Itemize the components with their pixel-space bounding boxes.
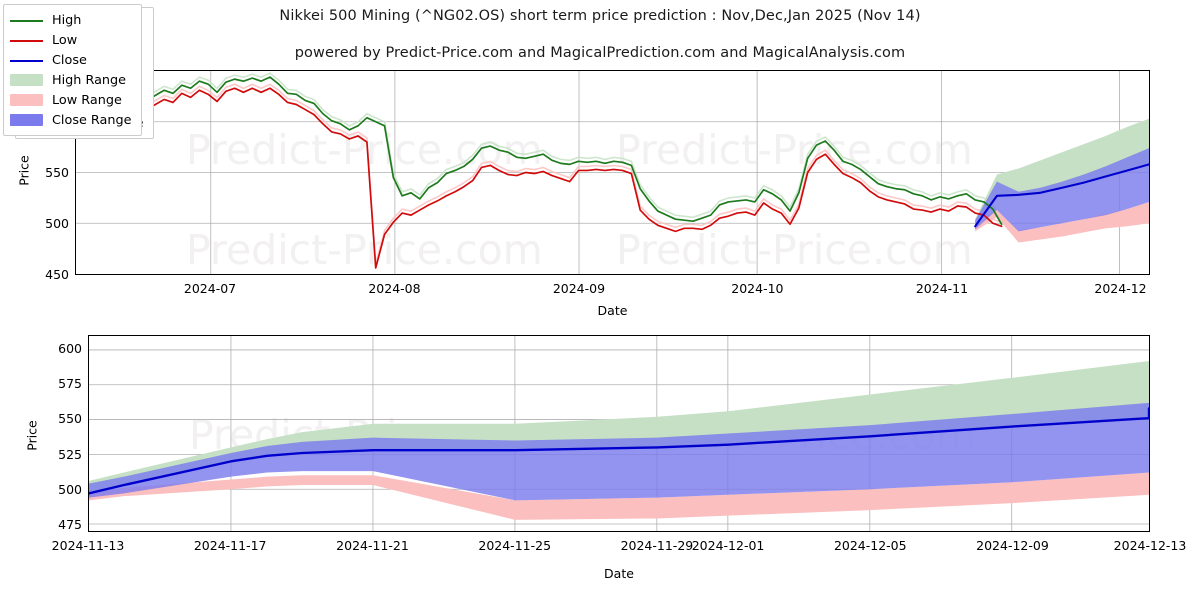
- legend-item-label: High: [52, 12, 82, 28]
- legend-swatch-icon: [10, 74, 43, 86]
- legend-item-close: Close: [10, 50, 132, 70]
- legend-item-label: Low Range: [52, 92, 122, 108]
- legend-swatch-icon: [10, 34, 43, 47]
- overview-plot-area: Predict-Price.com Predict-Price.com Pred…: [75, 70, 1150, 275]
- chart-title: Nikkei 500 Mining (^NG02.OS) short term …: [279, 8, 921, 24]
- detail-y-tick: 600: [58, 341, 82, 357]
- detail-y-tick: 575: [58, 376, 82, 392]
- detail-x-tick: 2024-12-01: [691, 538, 765, 553]
- legend-item-label: High Range: [52, 72, 127, 88]
- detail-plot-area: Predict-Price.com Predict-Price.com: [88, 335, 1150, 532]
- detail-x-tick: 2024-11-17: [193, 538, 267, 553]
- overview-y-tick: 500: [45, 215, 69, 231]
- legend-item-low: Low: [10, 30, 132, 50]
- detail-y-tick: 500: [58, 481, 82, 497]
- overview-x-tick: 2024-07: [183, 281, 237, 296]
- detail-chart-svg: [89, 336, 1149, 531]
- legend-item-close-range: Close Range: [10, 110, 132, 130]
- legend-swatch-icon: [10, 54, 43, 67]
- detail-x-tick: 2024-11-25: [478, 538, 552, 553]
- legend-swatch-icon: [10, 14, 43, 27]
- detail-y-axis-label: Price: [24, 420, 40, 451]
- legend-item-high-range: High Range: [10, 70, 132, 90]
- legend-item-high: High: [10, 10, 132, 30]
- detail-x-tick: 2024-12-09: [976, 538, 1049, 553]
- legend-item-label: Close: [52, 52, 87, 68]
- overview-x-tick: 2024-11: [915, 281, 969, 296]
- legend-item-label: Low: [52, 32, 78, 48]
- detail-x-tick: 2024-11-21: [336, 538, 409, 553]
- detail-x-tick: 2024-12-13: [1113, 538, 1187, 553]
- overview-x-tick: 2024-08: [368, 281, 421, 296]
- legend-item-low-range: Low Range: [10, 90, 132, 110]
- detail-x-tick: 2024-12-05: [833, 538, 907, 553]
- detail-x-tick: 2024-11-29: [620, 538, 694, 553]
- overview-y-tick: 450: [45, 267, 69, 282]
- detail-x-axis-label: Date: [604, 566, 634, 581]
- chart-subtitle: powered by Predict-Price.com and Magical…: [294, 45, 906, 61]
- detail-y-tick: 550: [58, 411, 82, 427]
- detail-y-tick: 525: [58, 446, 82, 462]
- legend-swatch-icon: [10, 114, 43, 126]
- legend-item-label: Close Range: [52, 112, 132, 128]
- overview-y-tick: 550: [45, 164, 69, 180]
- detail-x-tick: 2024-11-13: [51, 538, 125, 553]
- detail-y-tick: 475: [58, 516, 82, 532]
- overview-chart-svg: [76, 71, 1149, 274]
- overview-x-tick: 2024-12: [1094, 281, 1147, 296]
- detail-legend: High Low Close High Range Low Range Close Ran…: [3, 4, 142, 136]
- legend-swatch-icon: [10, 94, 43, 106]
- overview-x-tick: 2024-09: [552, 281, 606, 296]
- overview-x-tick: 2024-10: [731, 281, 784, 296]
- overview-x-axis-label: Date: [597, 303, 628, 318]
